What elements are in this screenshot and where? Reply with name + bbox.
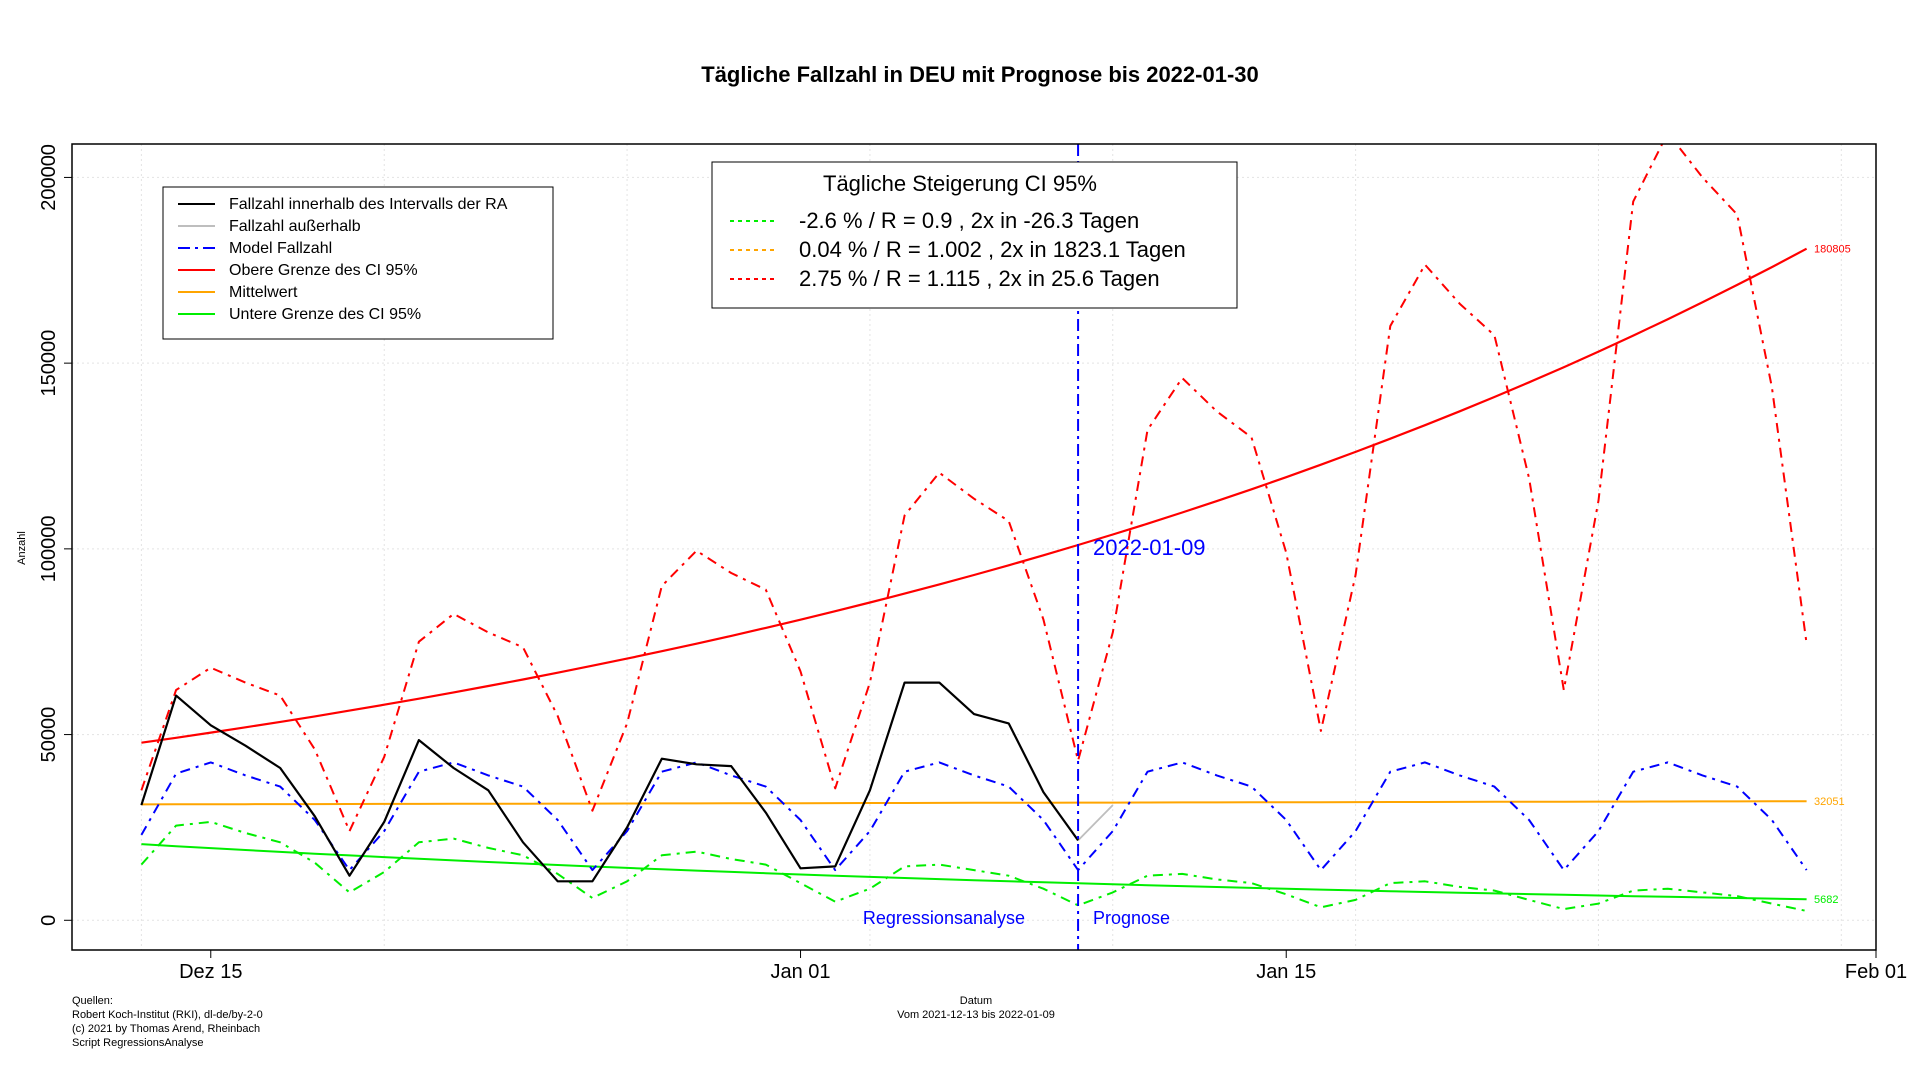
legend-item-label: Obere Grenze des CI 95% xyxy=(229,262,418,279)
ci-row-label: 2.75 % / R = 1.115 , 2x in 25.6 Tagen xyxy=(799,266,1160,291)
ci-box-frame xyxy=(711,161,1238,309)
upper-model-line xyxy=(140,144,1808,833)
chart-title: Tägliche Fallzahl in DEU mit Prognose bi… xyxy=(701,62,1259,87)
x-tick-label: Feb 01 xyxy=(1845,961,1907,983)
x-tick-label: Jan 01 xyxy=(771,961,831,983)
plot-frame xyxy=(71,143,1877,951)
end-label-upper: 180805 xyxy=(1814,244,1851,256)
divider-date-label: 2022-01-09 xyxy=(1093,535,1206,560)
legend-item-label: Fallzahl innerhalb des Intervalls der RA xyxy=(229,196,508,213)
sources-line-3: (c) 2021 by Thomas Arend, Rheinbach xyxy=(72,1023,260,1035)
divider-labels: 2022-01-09 Regressionsanalyse Prognose xyxy=(863,535,1206,928)
x-tick-label: Jan 15 xyxy=(1256,961,1316,983)
legend: Fallzahl innerhalb des Intervalls der RA… xyxy=(162,186,554,340)
upper-trend-line xyxy=(141,247,1808,744)
series-clip-group xyxy=(140,144,1808,912)
legend-item-label: Untere Grenze des CI 95% xyxy=(229,306,421,323)
x-tick-label: Dez 15 xyxy=(179,961,242,983)
y-tick-label: 150000 xyxy=(38,330,60,397)
cases-line xyxy=(140,681,1079,883)
legend-item-label: Mittelwert xyxy=(229,284,298,301)
lower-trend-line xyxy=(141,843,1807,901)
end-labels: 180805 32051 5682 xyxy=(1814,244,1851,906)
legend-box xyxy=(162,186,554,340)
x-axis-subtitle: Vom 2021-12-13 bis 2022-01-09 xyxy=(897,1009,1055,1021)
ci-box-title: Tägliche Steigerung CI 95% xyxy=(823,171,1097,196)
y-tick-label: 0 xyxy=(38,915,60,926)
ci-row-label: 0.04 % / R = 1.002 , 2x in 1823.1 Tagen xyxy=(799,237,1186,262)
legend-item-label: Fallzahl außerhalb xyxy=(229,218,361,235)
end-label-mean: 32051 xyxy=(1814,796,1845,808)
sources-line-4: Script RegressionsAnalyse xyxy=(72,1037,203,1049)
y-tick-label: 100000 xyxy=(38,515,60,582)
axes: 0 50000 100000 150000 200000 Dez 15 Jan 01 Jan … xyxy=(38,144,1907,983)
y-axis-label: Anzahl xyxy=(16,531,28,565)
end-label-lower: 5682 xyxy=(1814,894,1838,906)
regression-label: Regressionsanalyse xyxy=(863,908,1025,928)
sources-line-2: Robert Koch-Institut (RKI), dl-de/by-2-0 xyxy=(72,1009,263,1021)
sources-note: Quellen: Robert Koch-Institut (RKI), dl-… xyxy=(72,995,263,1049)
lower-model-line xyxy=(140,820,1807,912)
x-axis-label: Datum xyxy=(960,995,992,1007)
sources-line-1: Quellen: xyxy=(72,995,113,1007)
ci-rows: -2.6 % / R = 0.9 , 2x in -26.3 Tagen 0.04… xyxy=(730,208,1186,291)
y-tick-label: 200000 xyxy=(38,144,60,211)
ci-box: Tägliche Steigerung CI 95% -2.6 % / R = … xyxy=(711,161,1238,309)
forecast-label: Prognose xyxy=(1093,908,1170,928)
y-tick-label: 50000 xyxy=(38,707,60,763)
model-line xyxy=(140,761,1808,872)
mean-trend-line xyxy=(141,800,1807,806)
legend-items: Fallzahl innerhalb des Intervalls der RA… xyxy=(178,196,508,323)
outside-cases-line xyxy=(1077,804,1114,842)
legend-item-label: Model Fallzahl xyxy=(229,240,332,257)
ci-row-label: -2.6 % / R = 0.9 , 2x in -26.3 Tagen xyxy=(799,208,1139,233)
